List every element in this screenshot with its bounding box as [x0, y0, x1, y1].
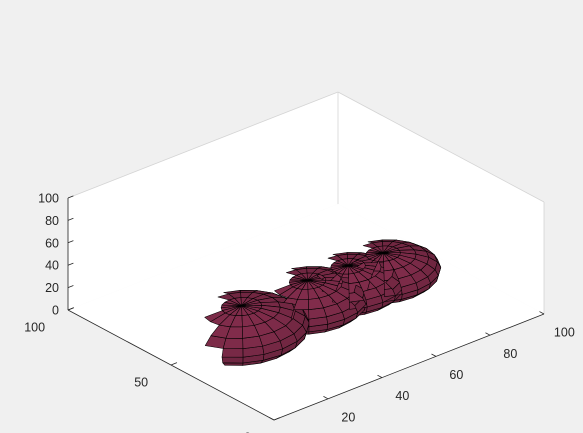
- x-tick-label: 80: [503, 347, 517, 361]
- x-tick-label: 0: [291, 432, 298, 433]
- surface-plot: [204, 239, 442, 366]
- y-tick-mark: [170, 362, 178, 366]
- x-tick-mark: [377, 374, 383, 378]
- y-tick-label: 50: [134, 375, 148, 389]
- x-tick-label: 100: [554, 326, 575, 340]
- x-tick-mark: [431, 353, 437, 357]
- x-tick-label: 20: [341, 410, 355, 424]
- box-top-edge: [67, 91, 339, 199]
- x-tick-mark: [323, 396, 329, 400]
- x-tick-mark: [485, 332, 491, 336]
- box-top-edge: [337, 91, 545, 203]
- z-tick-mark: [67, 240, 74, 244]
- z-tick-mark: [67, 285, 74, 288]
- x-tick-mark: [269, 417, 275, 421]
- back-right-face: [338, 92, 544, 314]
- x-tick-label: 60: [449, 368, 463, 382]
- z-tick-label: 100: [38, 192, 59, 206]
- surface-patch: [434, 261, 442, 276]
- z-tick-mark: [67, 262, 74, 266]
- y-axis-ticks: 0 50 100: [24, 307, 281, 433]
- z-tick-label: 60: [45, 236, 59, 250]
- back-left-face: [68, 92, 338, 310]
- x-axis-ticks: 0 20 40 60 80 100: [269, 311, 575, 433]
- z-tick-label: 20: [45, 281, 59, 295]
- surface-patch: [221, 348, 244, 358]
- z-tick-label: 80: [45, 214, 59, 228]
- z-axis-ticks: 0 20 40 60 80 100: [38, 192, 74, 318]
- z-tick-label: 0: [52, 304, 59, 318]
- z-tick-label: 40: [45, 259, 59, 273]
- y-tick-label: 0: [244, 430, 251, 433]
- x-tick-mark: [539, 311, 545, 315]
- y-tick-label: 100: [24, 320, 45, 334]
- x-tick-label: 40: [395, 389, 409, 403]
- x-axis-line: [273, 313, 545, 421]
- z-tick-mark: [67, 195, 74, 199]
- surface-patch: [222, 337, 244, 349]
- surface-patch: [221, 356, 244, 364]
- z-tick-mark: [67, 307, 74, 311]
- y-tick-mark: [273, 417, 281, 421]
- z-tick-mark: [67, 217, 74, 221]
